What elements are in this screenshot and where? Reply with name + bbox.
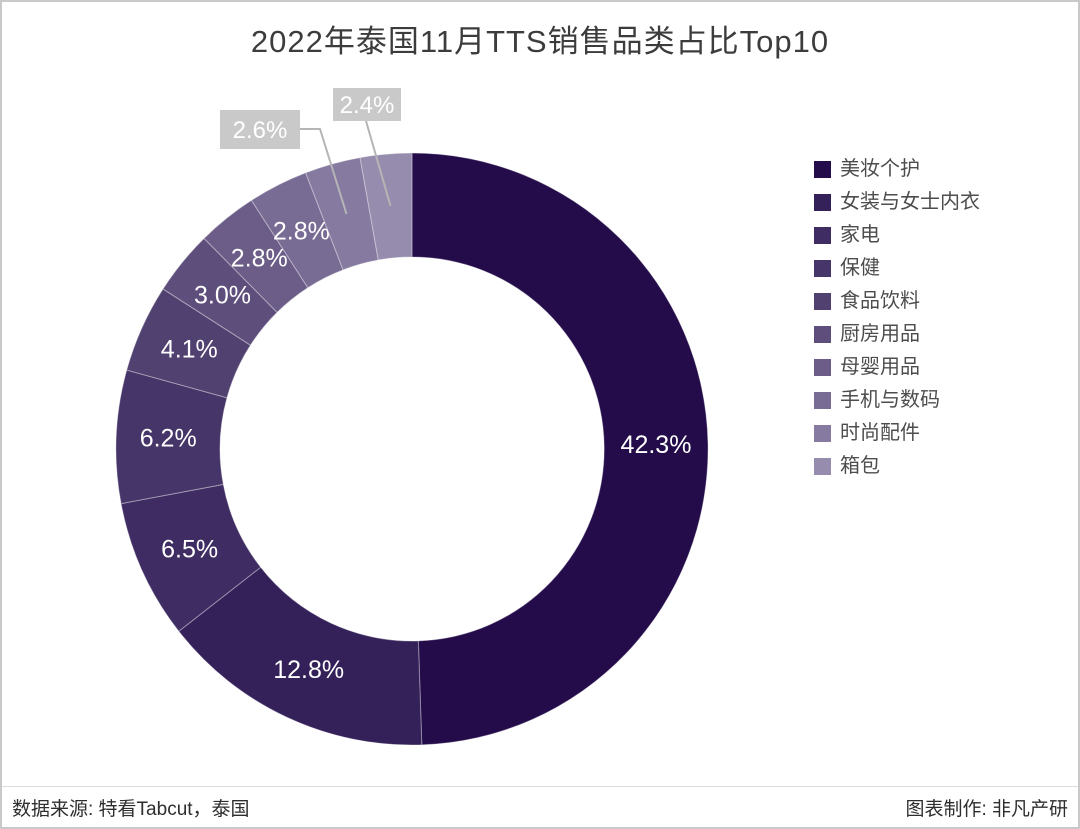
slice-label: 6.2% (140, 425, 197, 453)
callout-label-box (333, 88, 401, 121)
slice-label: 2.8% (231, 245, 288, 273)
legend-item[interactable]: 箱包 (814, 456, 980, 477)
legend: 美妆个护女装与女士内衣 家电保健食品饮料厨房用品母婴用品手机与数码时尚配件箱包 (814, 159, 980, 477)
footer: 数据来源: 特看Tabcut，泰国 图表制作: 非凡产研 (2, 786, 1078, 827)
slice-label: 3.0% (194, 281, 251, 309)
legend-swatch (814, 458, 831, 475)
chart-credit-text: 图表制作: 非凡产研 (905, 798, 1068, 820)
legend-item[interactable]: 手机与数码 (814, 390, 980, 411)
legend-swatch (814, 392, 831, 409)
legend-label: 家电 (840, 224, 880, 246)
slice-label: 2.8% (273, 218, 330, 246)
legend-item[interactable]: 时尚配件 (814, 423, 980, 444)
slice-label: 4.1% (161, 335, 218, 363)
donut-chart: 42.3% 12.8% 6.5% 6.2% 4.1% 3.0% 2.8%2.8% 2.6% 2.… (115, 88, 709, 746)
legend-item[interactable]: 女装与女士内衣 (814, 192, 980, 213)
legend-swatch (814, 293, 831, 310)
legend-label: 箱包 (840, 455, 880, 477)
slice-label: 42.3% (621, 431, 692, 459)
pie-slice-美妆个护[interactable] (411, 152, 709, 746)
legend-swatch (814, 194, 831, 211)
legend-label: 食品饮料 (840, 290, 920, 312)
legend-swatch (814, 161, 831, 178)
callout-label: 2.6% (233, 117, 288, 144)
slice-label: 12.8% (273, 656, 344, 684)
legend-swatch (814, 227, 831, 244)
pie-slice-箱包[interactable] (359, 152, 413, 261)
legend-label: 时尚配件 (840, 422, 920, 444)
label-leader-line (365, 120, 392, 207)
legend-item[interactable]: 美妆个护 (814, 159, 980, 180)
legend-swatch (814, 260, 831, 277)
callout-label-box (220, 110, 300, 149)
legend-label: 女装与女士内衣 (840, 191, 980, 213)
legend-label: 美妆个护 (840, 158, 920, 180)
legend-swatch (814, 359, 831, 376)
legend-item[interactable]: 厨房用品 (814, 324, 980, 345)
legend-label: 保健 (840, 257, 880, 279)
data-source-text: 数据来源: 特看Tabcut，泰国 (12, 798, 250, 820)
slice-label: 6.5% (161, 536, 218, 564)
label-leader-line (300, 128, 348, 215)
legend-item[interactable]: 保健 (814, 258, 980, 279)
pie-slice-女装与女士内衣[interactable] (178, 566, 423, 746)
legend-swatch (814, 326, 831, 343)
legend-item[interactable]: 家电 (814, 225, 980, 246)
chart-title: 2022年泰国11月TTS销售品类占比Top10 (250, 24, 830, 59)
legend-label: 母婴用品 (840, 356, 920, 378)
callout-label: 2.4% (340, 92, 395, 119)
legend-item[interactable]: 食品饮料 (814, 291, 980, 312)
legend-item[interactable]: 母婴用品 (814, 357, 980, 378)
legend-swatch (814, 425, 831, 442)
legend-label: 手机与数码 (840, 389, 940, 411)
legend-label: 厨房用品 (840, 323, 920, 345)
